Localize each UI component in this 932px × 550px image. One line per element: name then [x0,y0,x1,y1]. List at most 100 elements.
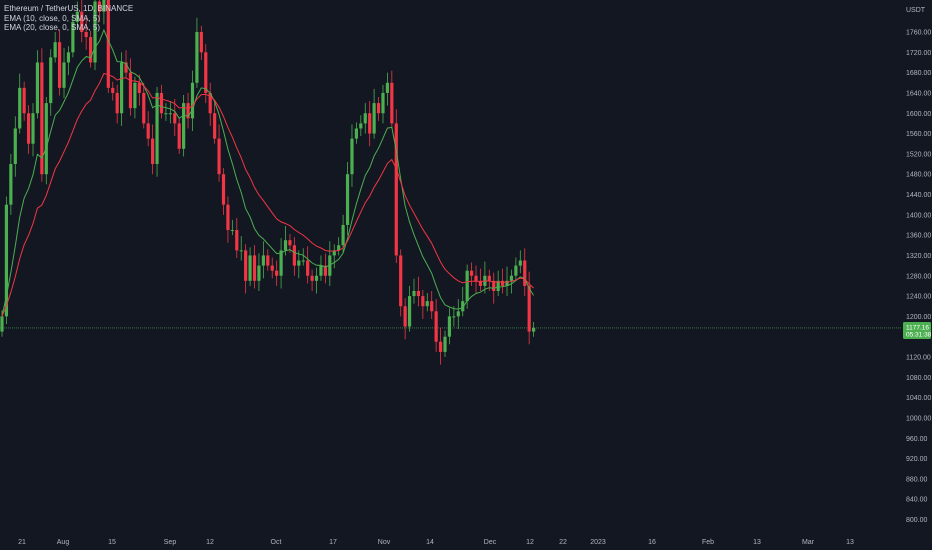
candle-body [500,280,505,286]
y-tick-label: 1000.00 [906,415,931,422]
y-tick-label: 1440.00 [906,192,931,199]
candle-body [456,311,460,317]
candle-body [376,103,381,114]
ema-20-label[interactable]: EMA (20, close, 0, SMA, 5) [4,23,101,32]
y-tick-label: 1320.00 [906,253,931,260]
candle-body [35,62,40,114]
candle-body [133,82,137,109]
y-tick-label: 920.00 [906,456,928,463]
x-tick-label: Nov [378,539,391,546]
candle-body [372,103,376,134]
ema-20-line [1,72,534,317]
candle-body [124,62,128,73]
candle-body [0,316,4,332]
x-tick-label: Oct [271,539,282,546]
candle-body [257,265,261,281]
y-tick-label: 1600.00 [906,111,931,118]
candle-body [337,245,341,251]
y-tick-label: 1760.00 [906,30,931,37]
candle-body [465,270,469,302]
candle-body [297,260,301,266]
candle-body [22,87,26,114]
candle-body [403,306,407,327]
candle-body [390,82,394,124]
candle-body [44,103,48,175]
candle-body [204,52,208,93]
candle-body [314,275,319,281]
candle-body [71,21,75,53]
candle-body [416,290,421,297]
y-tick-label: 1480.00 [906,172,931,179]
y-tick-label: 1040.00 [906,395,931,402]
candle-body [26,113,31,144]
price-badge-countdown: 05:31:38 [906,331,932,338]
candle-body [421,296,425,307]
x-tick-label: Mar [802,539,815,546]
candle-body [345,174,350,225]
candle-body [128,72,133,109]
candle-body [438,341,443,352]
candle-body [93,1,97,63]
candle-body [13,128,17,165]
candle-body [155,92,159,165]
x-tick-label: Sep [164,539,177,546]
candle-body [75,11,79,22]
candle-body [430,301,434,312]
y-tick-label: 1640.00 [906,90,931,97]
candle-body [452,316,456,318]
candle-body [97,1,102,12]
ema-10-label[interactable]: EMA (10, close, 0, SMA, 5) [4,13,101,23]
candle-body [168,113,172,115]
candle-body [354,128,358,139]
candle-body [239,250,243,252]
time-axis[interactable]: 21 Aug 15 Sep 12 Oct 17 Nov 14 Dec 12 22 2023 16 Feb 13… [18,539,854,546]
y-tick-label: 1240.00 [906,294,931,301]
y-tick-label: 880.00 [906,476,928,483]
candle-body [142,92,146,124]
candle-body [111,87,115,93]
candle-body [226,204,230,231]
candle-body [407,296,412,327]
x-tick-label: 16 [648,539,656,546]
y-tick-label: 960.00 [906,436,928,443]
x-tick-label: 14 [426,539,434,546]
y-tick-label: 800.00 [906,517,928,524]
y-tick-label: 1520.00 [906,151,931,158]
candle-body [368,113,372,134]
x-tick-label: 22 [559,539,567,546]
y-tick-label: 1400.00 [906,212,931,219]
candle-body [235,230,239,251]
candle-body [323,265,327,276]
x-tick-label: 13 [846,539,854,546]
candle-body [283,240,288,251]
candle-body [279,250,283,276]
candle-body [514,265,518,276]
candle-body [173,113,177,124]
y-tick-label: 1280.00 [906,273,931,280]
candle-body [487,275,491,281]
symbol-title[interactable]: Ethereum / TetherUS, 1D, BINANCE [4,4,134,13]
candle-body [469,270,474,276]
y-tick-label: 1680.00 [906,70,931,77]
x-tick-label: 2023 [590,539,606,546]
y-tick-label: 1360.00 [906,233,931,240]
y-tick-label: 1720.00 [906,50,931,57]
candle-body [182,103,186,149]
candle-body [244,250,248,281]
currency-label[interactable]: USDT [906,7,926,14]
candle-body [151,138,155,165]
price-axis[interactable]: 1760.00 1720.00 1680.00 1640.00 1600.00 1560.… [906,30,931,525]
candle-body [53,42,57,58]
x-tick-label: 12 [206,539,214,546]
y-tick-label: 1200.00 [906,314,931,321]
candle-body [288,240,292,246]
x-tick-label: 17 [329,539,337,546]
candle-body [49,57,53,104]
x-tick-label: Aug [57,539,70,546]
candle-body [252,255,257,281]
candle-body [434,311,438,342]
candle-body [412,290,416,297]
candles [0,0,536,365]
candle-body [146,123,150,139]
